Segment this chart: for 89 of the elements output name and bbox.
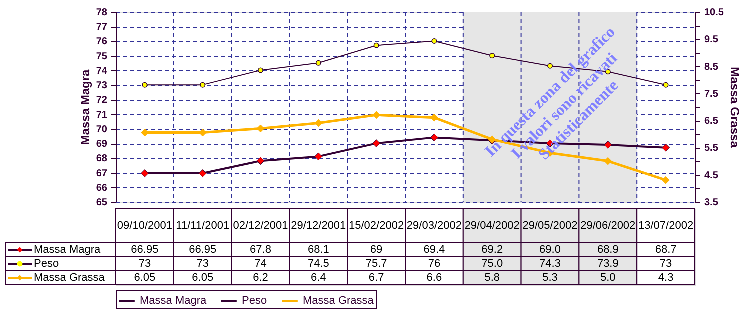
data-label: 66.95 [131, 244, 159, 256]
y-tick-label: 75 [96, 51, 108, 62]
y-tick-label: 65 [96, 198, 108, 208]
y2-tick-label: 9.5 [704, 34, 719, 46]
data-label: 73.9 [597, 258, 619, 270]
data-label: 74.5 [308, 258, 330, 270]
data-label: 69.0 [540, 244, 561, 256]
x-tick-label: 29/12/2001 [291, 220, 346, 232]
data-label: 68.9 [597, 244, 619, 256]
y2-axis-title: Massa Grassa [728, 67, 742, 148]
data-label: 4.3 [658, 272, 674, 284]
point [372, 140, 381, 148]
point [316, 60, 322, 66]
point [662, 176, 670, 184]
point [663, 82, 669, 88]
y-tick-label: 74 [96, 66, 108, 77]
data-label: 6.05 [192, 272, 214, 284]
x-tick-label: 29/05/2002 [522, 220, 578, 232]
point [256, 157, 265, 166]
point [142, 82, 148, 88]
y-tick-label: 78 [96, 8, 108, 18]
y2-tick-label: 4.5 [704, 170, 719, 182]
y-tick-label: 68 [96, 154, 108, 165]
point [432, 38, 438, 44]
x-tick-label: 09/10/2001 [117, 220, 172, 232]
y-tick-label: 77 [96, 22, 108, 34]
y2-tick-label: 3.5 [704, 198, 719, 208]
y-tick-label: 72 [96, 95, 108, 106]
point [198, 170, 207, 178]
point [430, 134, 438, 142]
data-label: 66.95 [189, 244, 217, 256]
data-label: 74.3 [540, 258, 561, 270]
x-tick-label: 29/03/2002 [406, 220, 462, 232]
data-label: 73 [196, 258, 209, 270]
data-label: 69.4 [424, 244, 446, 256]
y-tick-label: 73 [96, 80, 108, 92]
text: Massa Grassa [303, 295, 374, 307]
data-label: 6.05 [134, 272, 156, 284]
data-label: 75.0 [482, 258, 504, 270]
point [490, 53, 496, 59]
legend-label: Peso [34, 258, 60, 270]
point [314, 119, 323, 128]
data-label: 69 [370, 244, 383, 256]
y2-tick-label: 6.5 [704, 116, 719, 128]
text: Massa Magra [140, 295, 207, 307]
data-label: 5.8 [484, 272, 500, 284]
point [140, 170, 149, 178]
x-tick-label: 13/07/2002 [638, 220, 694, 232]
point [662, 144, 670, 152]
y-tick-label: 76 [96, 36, 108, 48]
data-label: 76 [428, 258, 441, 270]
x-tick-label: 29/06/2002 [580, 220, 636, 232]
data-label: 67.8 [250, 244, 272, 256]
data-label: 69.2 [482, 244, 504, 256]
data-label: 74 [254, 258, 267, 270]
y-tick-label: 67 [96, 168, 108, 180]
data-label: 68.1 [308, 244, 330, 256]
point [548, 63, 553, 69]
data-label: 6.6 [426, 272, 442, 284]
y2-tick-label: 8.5 [704, 62, 719, 73]
data-label: 6.2 [253, 272, 268, 284]
x-tick-label: 02/12/2001 [233, 220, 288, 232]
y-tick-label: 70 [96, 124, 108, 136]
point [258, 68, 264, 74]
data-label: 6.7 [368, 272, 384, 284]
y-tick-label: 66 [96, 182, 108, 194]
data-label: 75.7 [366, 258, 388, 270]
point [256, 124, 265, 133]
legend-label: Massa Magra [34, 244, 102, 256]
data-label: 68.7 [655, 244, 677, 256]
y2-tick-label: 7.5 [704, 88, 719, 100]
y2-tick-label: 5.5 [704, 143, 719, 154]
x-tick-label: 15/02/2002 [349, 220, 404, 232]
text: Peso [242, 295, 268, 307]
x-tick-label: 11/11/2001 [176, 220, 230, 232]
legend-label: Massa Grassa [34, 272, 106, 284]
data-label: 73 [660, 258, 672, 270]
y-tick-label: 71 [96, 110, 108, 121]
y-tick-label: 69 [96, 139, 108, 150]
x-tick-label: 29/04/2002 [464, 220, 520, 232]
data-label: 6.4 [311, 272, 326, 284]
point [200, 82, 206, 88]
data-label: 5.3 [542, 272, 558, 284]
point [314, 152, 323, 161]
point [374, 42, 380, 48]
y-axis-title: Massa Magra [78, 69, 92, 146]
data-label: 5.0 [600, 272, 616, 284]
data-label: 73 [138, 258, 152, 270]
y2-tick-label: 10.5 [704, 8, 724, 18]
